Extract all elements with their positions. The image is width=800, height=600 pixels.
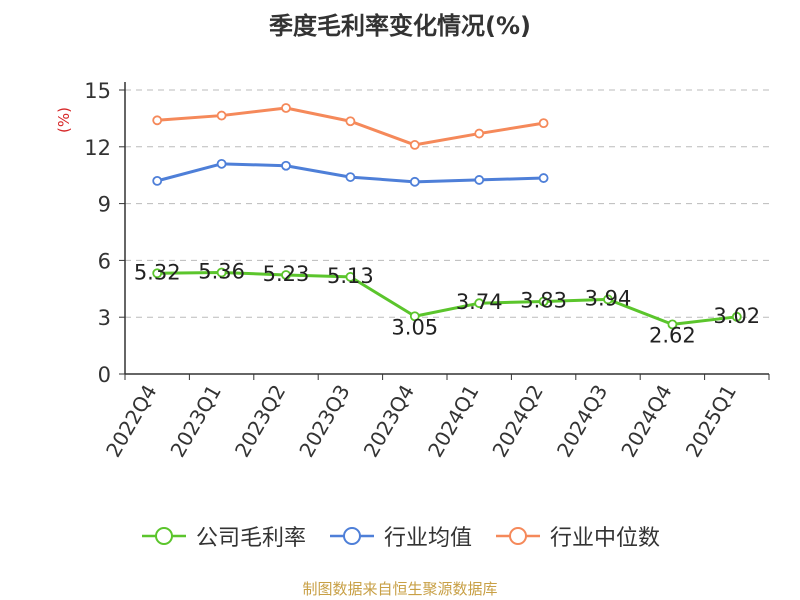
legend-label: 公司毛利率 — [195, 526, 306, 551]
data-point — [345, 116, 356, 127]
x-tick-label: 2024Q4 — [616, 381, 676, 462]
y-tick-label: 6 — [98, 249, 111, 273]
x-tick-label: 2024Q3 — [552, 381, 612, 462]
data-point — [603, 294, 613, 305]
data-point — [409, 140, 420, 150]
data-point — [216, 158, 227, 169]
x-tick-label: 2024Q1 — [423, 381, 483, 462]
data-label: 2.62 — [649, 323, 696, 347]
legend-item-company[interactable]: 公司毛利率 — [140, 520, 306, 552]
y-tick-label: 15 — [84, 79, 111, 103]
data-point — [538, 296, 549, 307]
data-label: 5.32 — [134, 260, 181, 284]
data-point — [152, 175, 163, 186]
y-tick-label: 9 — [98, 193, 111, 217]
y-tick-label: 12 — [84, 136, 111, 160]
data-label: 3.94 — [585, 286, 632, 310]
data-point — [345, 271, 356, 282]
data-point — [409, 311, 420, 322]
data-point — [474, 128, 485, 139]
series-line — [157, 271, 737, 326]
legend-line-circle-icon — [141, 527, 186, 545]
data-point — [538, 173, 549, 183]
data-label: 3.83 — [520, 288, 567, 312]
data-label: 3.05 — [391, 315, 438, 339]
x-tick-label: 2023Q3 — [294, 381, 354, 462]
y-tick-label: 0 — [98, 363, 111, 387]
y-tick-label: 3 — [98, 306, 111, 330]
data-label: 5.13 — [327, 264, 374, 288]
data-label: 3.74 — [456, 290, 503, 314]
data-point — [216, 110, 227, 121]
legend-line-circle-icon — [496, 527, 540, 545]
data-point — [474, 298, 485, 309]
data-point — [281, 160, 291, 171]
data-point — [216, 267, 227, 278]
data-point — [474, 175, 485, 185]
legend-label: 行业均值 — [383, 526, 472, 551]
chart-title: 季度毛利率变化情况(%) — [269, 12, 531, 40]
data-point — [409, 176, 420, 187]
x-tick-label: 2025Q1 — [681, 381, 741, 462]
x-tick-label: 2023Q2 — [230, 381, 290, 462]
data-point — [152, 115, 163, 126]
data-point — [538, 118, 549, 129]
data-label: 5.23 — [263, 262, 310, 286]
series-line — [157, 106, 544, 147]
x-tick-label: 2023Q4 — [359, 381, 419, 462]
legend-label: 行业中位数 — [550, 526, 661, 551]
legend-item-industry-mean[interactable]: 行业均值 — [328, 520, 472, 552]
data-point — [281, 270, 291, 280]
x-tick-label: 2023Q1 — [165, 381, 225, 462]
data-point — [345, 172, 356, 182]
legend-item-industry-median[interactable]: 行业中位数 — [494, 520, 660, 552]
data-point — [281, 103, 291, 113]
legend-line-circle-icon — [329, 527, 374, 545]
x-tick-label: 2024Q2 — [487, 381, 547, 462]
data-label: 3.02 — [713, 304, 760, 328]
data-point — [731, 311, 742, 322]
data-point — [667, 319, 678, 330]
data-source-note: 制图数据来自恒生聚源数据库 — [302, 580, 498, 598]
x-tick-label: 2022Q4 — [101, 381, 161, 462]
legend: 公司毛利率 行业均值 行业中位数 — [0, 520, 800, 552]
data-point — [152, 268, 163, 279]
data-label: 5.36 — [198, 260, 245, 284]
